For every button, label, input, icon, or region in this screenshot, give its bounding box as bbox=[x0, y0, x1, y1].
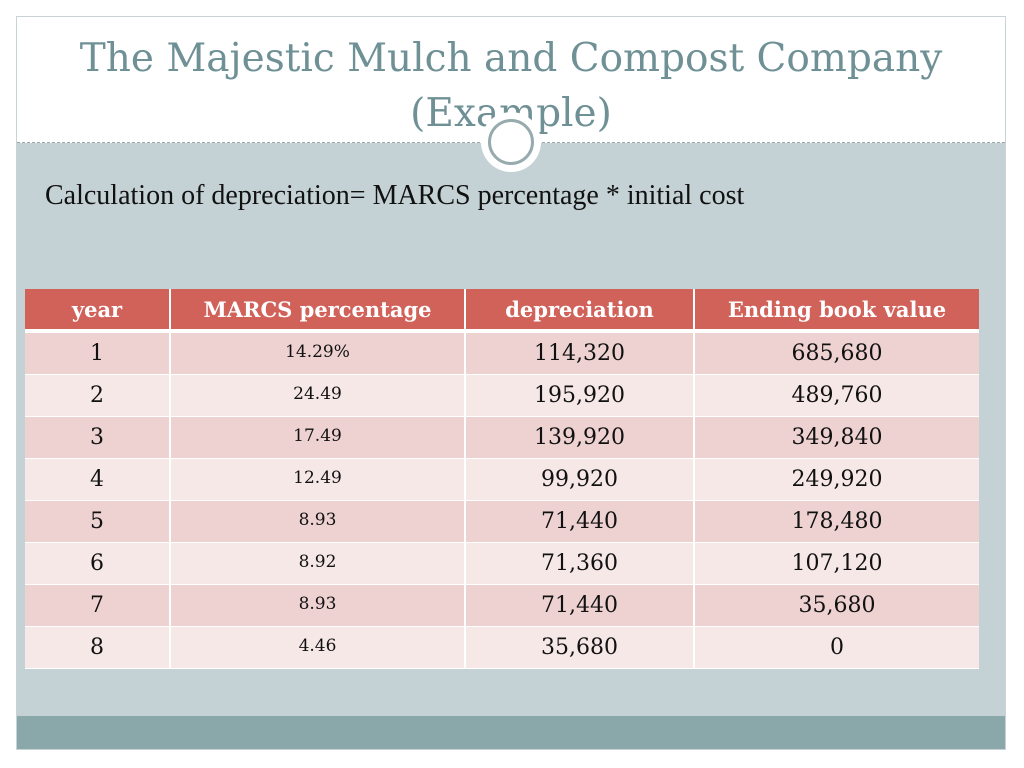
cell-ending-book-value: 685,680 bbox=[695, 333, 979, 375]
header-depreciation: depreciation bbox=[466, 289, 695, 333]
cell-depreciation: 35,680 bbox=[466, 627, 695, 669]
cell-depreciation: 71,440 bbox=[466, 585, 695, 627]
cell-marcs-percentage: 17.49 bbox=[171, 417, 466, 459]
table-row: 3 17.49 139,920 349,840 bbox=[25, 417, 979, 459]
cell-ending-book-value: 349,840 bbox=[695, 417, 979, 459]
table-row: 4 12.49 99,920 249,920 bbox=[25, 459, 979, 501]
cell-year: 8 bbox=[25, 627, 171, 669]
cell-depreciation: 139,920 bbox=[466, 417, 695, 459]
cell-depreciation: 71,440 bbox=[466, 501, 695, 543]
cell-ending-book-value: 489,760 bbox=[695, 375, 979, 417]
cell-marcs-percentage: 14.29% bbox=[171, 333, 466, 375]
cell-ending-book-value: 35,680 bbox=[695, 585, 979, 627]
header-ending-book-value: Ending book value bbox=[695, 289, 979, 333]
header-year: year bbox=[25, 289, 171, 333]
cell-ending-book-value: 178,480 bbox=[695, 501, 979, 543]
table-row: 2 24.49 195,920 489,760 bbox=[25, 375, 979, 417]
ring-ornament-icon bbox=[488, 119, 534, 165]
cell-year: 7 bbox=[25, 585, 171, 627]
cell-marcs-percentage: 4.46 bbox=[171, 627, 466, 669]
table-header-row: year MARCS percentage depreciation Endin… bbox=[25, 289, 979, 333]
cell-depreciation: 71,360 bbox=[466, 543, 695, 585]
cell-marcs-percentage: 8.93 bbox=[171, 501, 466, 543]
table-row: 1 14.29% 114,320 685,680 bbox=[25, 333, 979, 375]
cell-year: 1 bbox=[25, 333, 171, 375]
depreciation-table: year MARCS percentage depreciation Endin… bbox=[25, 289, 979, 669]
slide-title: The Majestic Mulch and Compost Company (… bbox=[79, 36, 943, 136]
table-row: 5 8.93 71,440 178,480 bbox=[25, 501, 979, 543]
cell-depreciation: 195,920 bbox=[466, 375, 695, 417]
cell-marcs-percentage: 24.49 bbox=[171, 375, 466, 417]
cell-year: 3 bbox=[25, 417, 171, 459]
cell-year: 6 bbox=[25, 543, 171, 585]
table-row: 6 8.92 71,360 107,120 bbox=[25, 543, 979, 585]
cell-depreciation: 114,320 bbox=[466, 333, 695, 375]
cell-depreciation: 99,920 bbox=[466, 459, 695, 501]
table-row: 8 4.46 35,680 0 bbox=[25, 627, 979, 669]
footer-bar bbox=[17, 716, 1005, 749]
slide-subtitle: Calculation of depreciation= MARCS perce… bbox=[45, 180, 745, 211]
cell-marcs-percentage: 8.92 bbox=[171, 543, 466, 585]
cell-marcs-percentage: 12.49 bbox=[171, 459, 466, 501]
cell-year: 2 bbox=[25, 375, 171, 417]
cell-year: 4 bbox=[25, 459, 171, 501]
header-marcs-percentage: MARCS percentage bbox=[171, 289, 466, 333]
cell-ending-book-value: 0 bbox=[695, 627, 979, 669]
cell-ending-book-value: 107,120 bbox=[695, 543, 979, 585]
table-row: 7 8.93 71,440 35,680 bbox=[25, 585, 979, 627]
cell-marcs-percentage: 8.93 bbox=[171, 585, 466, 627]
cell-ending-book-value: 249,920 bbox=[695, 459, 979, 501]
cell-year: 5 bbox=[25, 501, 171, 543]
